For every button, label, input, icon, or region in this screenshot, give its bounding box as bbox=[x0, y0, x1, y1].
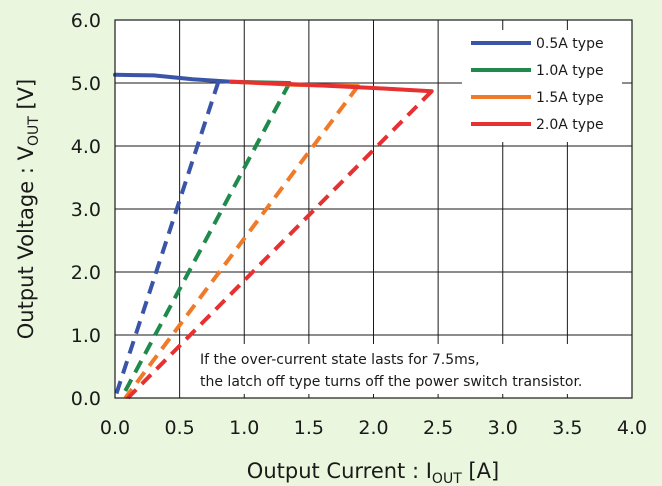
x-tick-label: 0.5 bbox=[165, 417, 195, 439]
y-tick-label: 4.0 bbox=[71, 136, 101, 158]
legend-label-1-5a-type: 1.5A type bbox=[536, 90, 604, 106]
series-line-2-0a-type bbox=[229, 79, 434, 94]
x-tick-label: 2.5 bbox=[423, 417, 453, 439]
y-axis-title: Output Voltage : VOUT [V] bbox=[14, 79, 42, 339]
series-dashed-0-5a-type bbox=[113, 81, 221, 399]
plot-area-border bbox=[114, 19, 633, 399]
annotation-background bbox=[191, 344, 623, 394]
series-dashed-1-0a-type bbox=[119, 82, 292, 399]
y-tick-label: 6.0 bbox=[71, 10, 101, 32]
x-tick-label: 4.0 bbox=[617, 417, 647, 439]
y-tick-label: 1.0 bbox=[71, 325, 101, 347]
x-tick-label: 0.0 bbox=[100, 417, 130, 439]
annotation-line-2: the latch off type turns off the power s… bbox=[200, 374, 582, 390]
annotation-box: If the over-current state lasts for 7.5m… bbox=[191, 344, 623, 394]
series-dashed-1-5a-type bbox=[123, 84, 360, 400]
x-tick-label: 2.0 bbox=[358, 417, 388, 439]
y-tick-label: 2.0 bbox=[71, 262, 101, 284]
y-tick-label: 0.0 bbox=[71, 388, 101, 410]
series-layer bbox=[113, 72, 434, 400]
legend-label-2-0a-type: 2.0A type bbox=[536, 117, 604, 133]
x-tick-label: 3.5 bbox=[552, 417, 582, 439]
x-tick-label: 1.0 bbox=[229, 417, 259, 439]
legend-label-1-0a-type: 1.0A type bbox=[536, 63, 604, 79]
series-dashed-2-0a-type bbox=[126, 89, 434, 400]
series-line-0-5a-type bbox=[113, 72, 234, 84]
x-tick-labels: 0.0 0.5 1.0 1.5 2.0 2.5 3.0 3.5 4.0 bbox=[100, 417, 647, 439]
x-tick-label: 3.0 bbox=[488, 417, 518, 439]
y-tick-labels: 0.0 1.0 2.0 3.0 4.0 5.0 6.0 bbox=[71, 10, 101, 410]
y-tick-label: 5.0 bbox=[71, 73, 101, 95]
annotation-line-1: If the over-current state lasts for 7.5m… bbox=[200, 352, 480, 368]
x-axis-title: Output Current : IOUT [A] bbox=[247, 459, 499, 486]
y-tick-label: 3.0 bbox=[71, 199, 101, 221]
legend-label-0-5a-type: 0.5A type bbox=[536, 36, 604, 52]
x-tick-label: 1.5 bbox=[294, 417, 324, 439]
legend: 0.5A type 1.0A type 1.5A type 2.0A type bbox=[462, 30, 622, 142]
